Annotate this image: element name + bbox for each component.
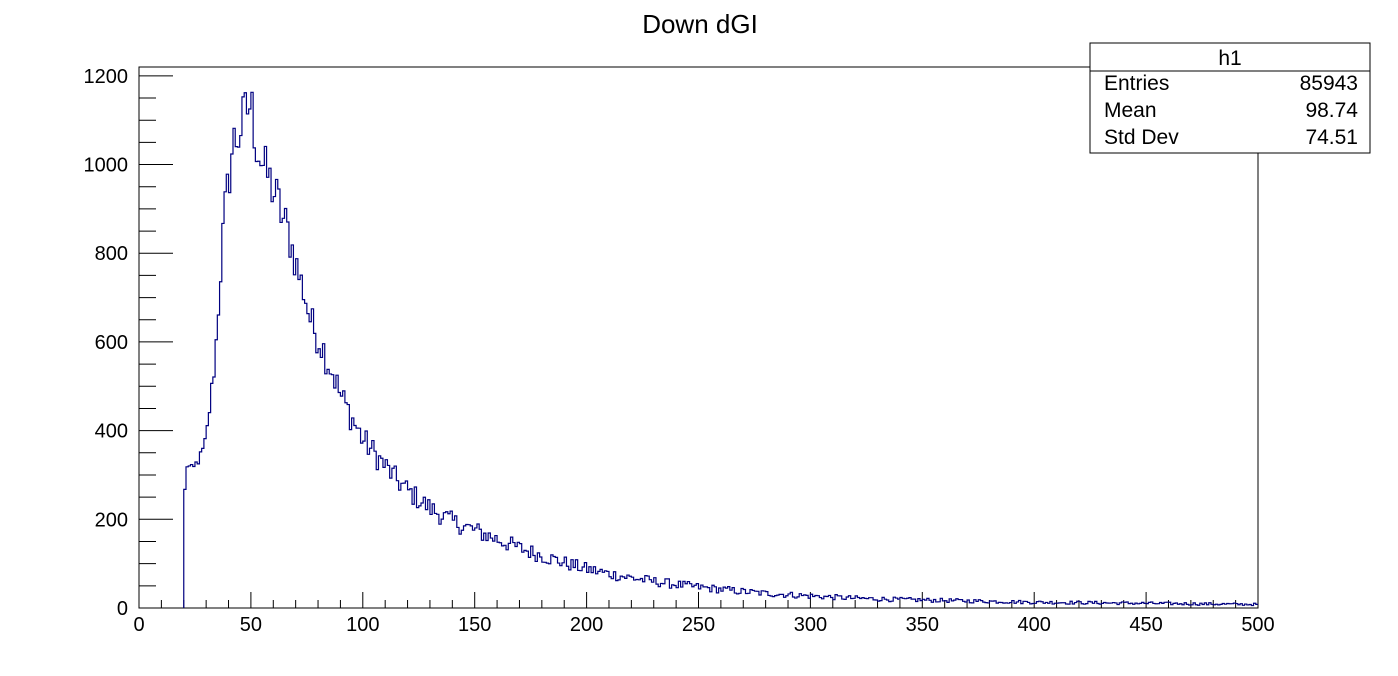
x-axis-tick-labels: 0 50 100 150 200 250 300 350 400 450 500: [133, 614, 1274, 636]
stats-stddev-label: Std Dev: [1104, 126, 1179, 149]
x-tick-label: 100: [346, 614, 379, 636]
stats-box: h1 Entries 85943 Mean 98.74 Std Dev 74.5…: [1089, 42, 1371, 154]
y-axis-tick-labels: 0 200 400 600 800 1000 1200: [84, 66, 129, 620]
y-tick-label: 800: [95, 243, 128, 265]
stats-entries-value: 85943: [1300, 72, 1358, 95]
y-tick-label: 0: [117, 598, 128, 620]
x-tick-label: 150: [458, 614, 491, 636]
y-tick-label: 1000: [84, 155, 129, 177]
y-tick-label: 600: [95, 332, 128, 354]
x-tick-label: 200: [570, 614, 603, 636]
stats-mean-label: Mean: [1104, 99, 1157, 122]
chart-title: Down dGI: [642, 9, 758, 39]
y-tick-label: 400: [95, 421, 128, 443]
x-tick-label: 0: [133, 614, 144, 636]
stats-mean-value: 98.74: [1305, 99, 1358, 122]
x-tick-label: 350: [906, 614, 939, 636]
stats-box-name: h1: [1218, 47, 1241, 70]
histogram-series-line: [183, 91, 1258, 608]
y-tick-label: 200: [95, 509, 128, 531]
stats-entries-label: Entries: [1104, 72, 1169, 95]
stats-box-frame: [1089, 42, 1371, 154]
x-tick-label: 300: [794, 614, 827, 636]
x-tick-label: 450: [1129, 614, 1162, 636]
x-tick-label: 400: [1018, 614, 1051, 636]
x-tick-label: 250: [682, 614, 715, 636]
stats-stddev-value: 74.51: [1305, 126, 1358, 149]
x-tick-label: 500: [1241, 614, 1274, 636]
y-tick-label: 1200: [84, 66, 129, 88]
axes: [138, 66, 1259, 609]
x-tick-label: 50: [240, 614, 262, 636]
